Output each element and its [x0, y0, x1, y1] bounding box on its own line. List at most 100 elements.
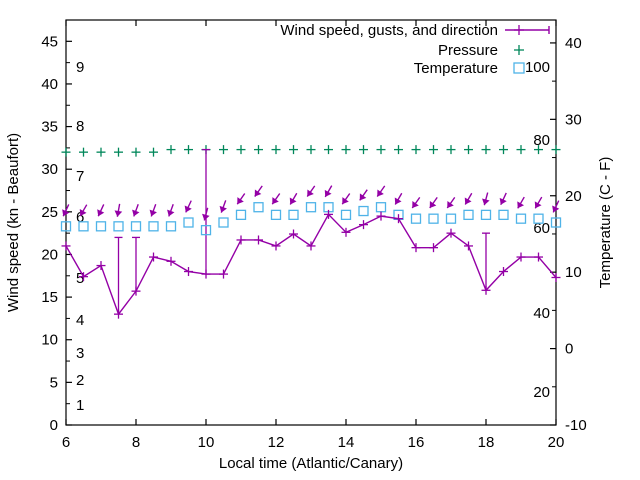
x-tick-label: 8 — [132, 434, 140, 451]
y-right-tick-label: 10 — [565, 264, 582, 281]
fahrenheit-label: 60 — [533, 220, 550, 237]
y-right-tick-label: 0 — [565, 341, 573, 358]
x-tick-label: 14 — [338, 434, 355, 451]
wind-arrow-head — [184, 205, 192, 213]
temperature-point — [148, 221, 159, 232]
x-tick-label: 10 — [198, 434, 215, 451]
wind-arrow-head — [79, 208, 87, 216]
temperature-point — [95, 221, 107, 232]
wind-arrow-head — [499, 197, 507, 205]
wind-direction-arrow — [271, 193, 281, 205]
fahrenheit-label: 20 — [533, 384, 550, 401]
wind-arrow-head — [447, 201, 454, 209]
wind-arrow-head — [412, 201, 419, 209]
y-left-tick-label: 30 — [41, 161, 58, 178]
y-left-tick-label: 25 — [41, 204, 58, 221]
beaufort-label: 2 — [76, 372, 84, 389]
temperature-point — [340, 209, 352, 221]
temperature-point — [60, 221, 72, 232]
temperature-point — [515, 213, 527, 224]
y-right-axis-title: Temperature (C - F) — [597, 157, 614, 289]
x-tick-label: 12 — [268, 434, 285, 451]
temperature-point — [305, 202, 317, 213]
beaufort-label: 8 — [76, 118, 84, 135]
y-left-tick-label: 0 — [50, 417, 58, 434]
wind-direction-arrow — [254, 185, 263, 197]
wind-direction-arrow — [219, 200, 227, 213]
legend-label-temperature: Temperature — [414, 60, 498, 77]
wind-arrow-head — [97, 209, 105, 217]
y-left-axis-title: Wind speed (kn - Beaufort) — [5, 133, 22, 312]
wind-direction-arrow — [534, 196, 543, 209]
wind-arrow-head — [394, 197, 402, 205]
fahrenheit-label: 100 — [525, 59, 550, 76]
wind-direction-arrow — [236, 193, 246, 205]
wind-direction-arrow — [552, 200, 560, 213]
wind-arrow-head — [429, 201, 437, 209]
wind-direction-arrow — [167, 203, 175, 217]
y-left-tick-label: 15 — [41, 289, 58, 306]
wind-direction-arrow — [289, 192, 298, 205]
wind-arrow-head — [149, 209, 157, 217]
wind-direction-arrow — [464, 192, 473, 205]
wind-direction-arrow — [359, 189, 368, 201]
wind-direction-arrow — [411, 196, 421, 209]
beaufort-label: 1 — [76, 397, 84, 414]
wind-speed-series — [61, 209, 561, 319]
y-left-tick-label: 35 — [41, 119, 58, 136]
fahrenheit-label: 80 — [533, 132, 550, 149]
pressure-series — [61, 145, 561, 157]
temperature-point — [288, 209, 299, 221]
wind-direction-arrow — [341, 193, 351, 205]
y-right-tick-label: 30 — [565, 111, 582, 128]
wind-speed-line — [65, 213, 557, 316]
wind-direction-arrow — [79, 204, 88, 217]
y-left-tick-label: 20 — [41, 246, 58, 263]
wind-arrow-head — [324, 189, 332, 197]
wind-direction-arrow — [429, 196, 438, 209]
legend-label-pressure: Pressure — [438, 42, 498, 59]
wind-direction-arrow — [376, 185, 386, 197]
wind-direction-arrow — [149, 203, 157, 217]
plot-frame — [65, 19, 557, 426]
wind-direction-arrow — [324, 185, 333, 198]
y-left-tick-label: 10 — [41, 332, 58, 349]
x-tick-label: 16 — [408, 434, 425, 451]
wind-direction-arrow — [184, 200, 192, 213]
temperature-point — [463, 209, 474, 221]
temperature-point — [183, 217, 194, 228]
temperature-point — [78, 221, 89, 232]
wind-direction-arrow — [306, 185, 316, 197]
y-left-tick-label: 40 — [41, 76, 58, 93]
y-right-tick-label: 40 — [565, 35, 582, 52]
beaufort-label: 5 — [76, 270, 84, 287]
fahrenheit-label: 40 — [533, 305, 550, 322]
legend-label-wind: Wind speed, gusts, and direction — [280, 22, 498, 39]
wind-arrow-head — [202, 213, 210, 221]
temperature-point — [130, 221, 142, 232]
beaufort-label: 4 — [76, 312, 84, 329]
wind-direction-arrow — [97, 204, 105, 217]
wind-arrow-head — [289, 197, 297, 205]
wind-direction-arrow — [394, 192, 403, 205]
wind-arrow-head — [464, 197, 472, 205]
y-right-tick-label: -10 — [565, 417, 587, 434]
wind-direction-arrow — [202, 207, 210, 221]
wind-arrow-head — [307, 189, 314, 197]
temperature-point — [498, 209, 509, 221]
wind-arrow-head — [342, 197, 349, 205]
wind-arrow-head — [62, 209, 70, 217]
temperature-point — [218, 217, 229, 228]
wind-direction-arrows — [62, 185, 560, 221]
wind-direction-arrow — [482, 192, 490, 206]
temperature-point — [358, 205, 369, 217]
beaufort-label: 9 — [76, 59, 84, 76]
y-left-tick-label: 5 — [50, 374, 58, 391]
temperature-point — [375, 202, 387, 213]
temperature-point — [165, 221, 177, 232]
wind-arrow-head — [272, 197, 279, 205]
y-left-tick-label: 45 — [41, 33, 58, 50]
wind-arrow-head — [552, 205, 560, 213]
wind-arrow-head — [359, 193, 367, 201]
